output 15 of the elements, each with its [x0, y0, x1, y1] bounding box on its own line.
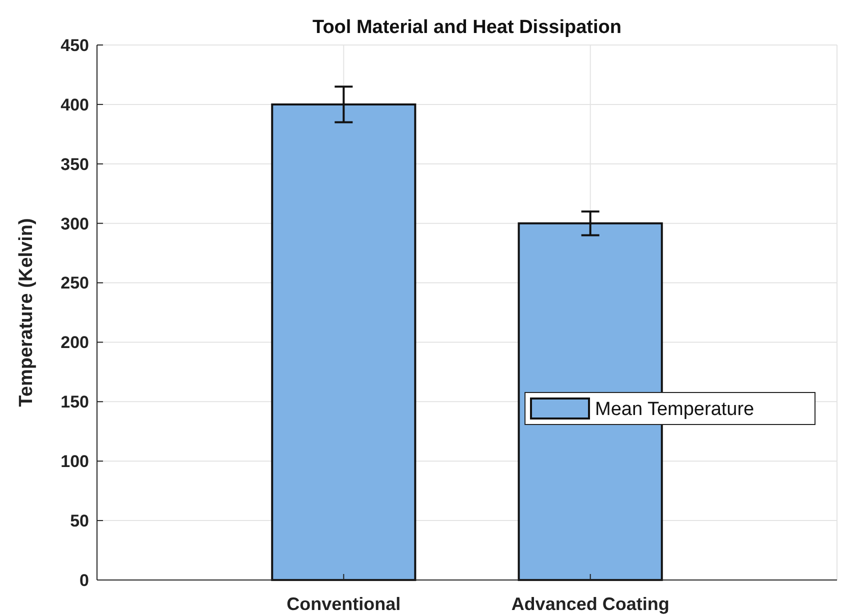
y-tick-label: 450 [60, 36, 89, 55]
x-tick-label: Advanced Coating [511, 594, 670, 614]
y-tick-label: 300 [60, 214, 89, 234]
y-axis-title: Temperature (Kelvin) [16, 218, 37, 407]
y-tick-label: 100 [60, 452, 89, 472]
y-tick-label: 0 [80, 570, 89, 590]
x-tick-label: Conventional [286, 594, 401, 614]
chart-title: Tool Material and Heat Dissipation [312, 17, 622, 38]
y-tick-label: 250 [60, 274, 89, 293]
y-tick-label: 200 [60, 333, 89, 352]
y-tick-label: 50 [70, 512, 89, 531]
y-tick-label: 150 [60, 392, 89, 412]
legend-label: Mean Temperature [595, 399, 754, 420]
y-tick-label: 400 [60, 95, 89, 114]
y-tick-label: 350 [60, 154, 89, 174]
